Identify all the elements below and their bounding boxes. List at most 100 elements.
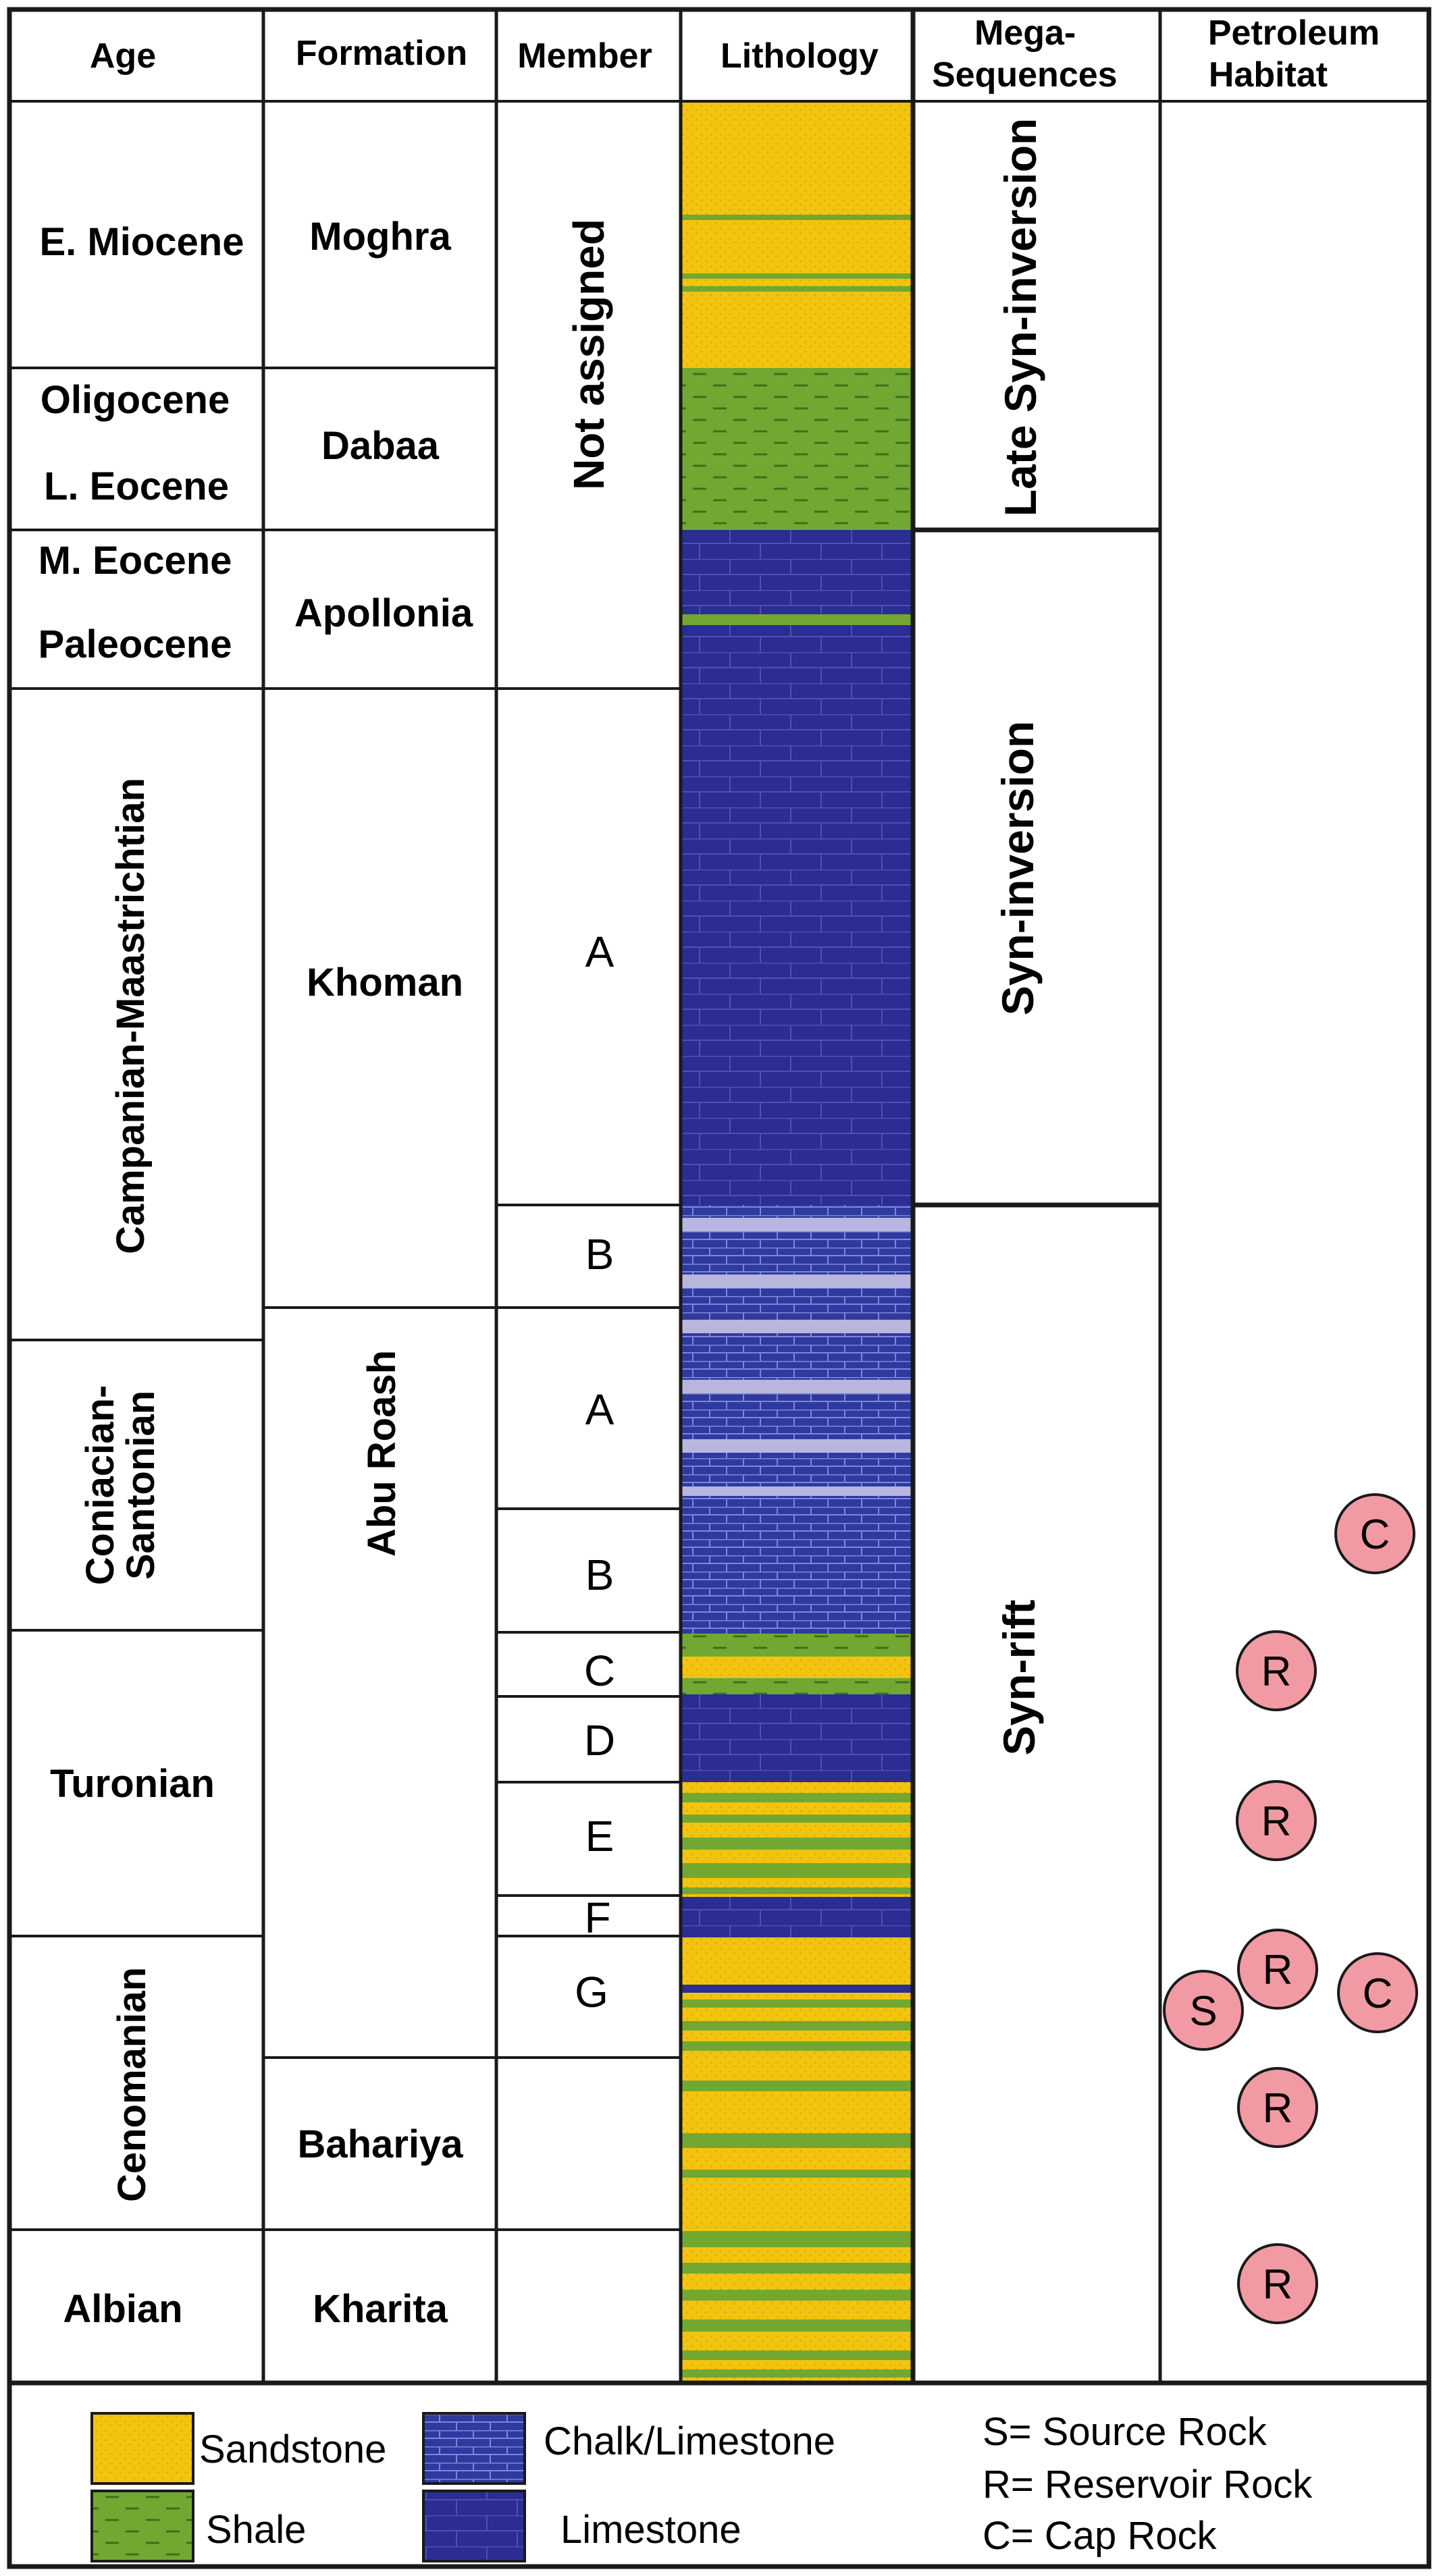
legend-source-rock: S= Source Rock — [983, 2410, 1268, 2454]
age-column: E. Miocene Oligocene L. Eocene M. Eocene… — [38, 220, 244, 2331]
habitat-marker-reservoir-rock: R — [1237, 2243, 1318, 2324]
litho-shale-stringer — [682, 614, 912, 625]
header-mega-line2: Sequences — [932, 55, 1118, 95]
legend-item-sandstone: Sandstone — [90, 2412, 386, 2485]
svg-text:R: R — [1263, 2085, 1293, 2132]
header-lithology: Lithology — [721, 36, 879, 76]
member-abu-roash-f: F — [584, 1894, 610, 1942]
legend-swatch-chalk-limestone — [422, 2412, 526, 2485]
legend-item-limestone: Limestone — [422, 2490, 741, 2562]
litho-shale — [682, 1678, 912, 1694]
legend-item-shale: Shale — [90, 2490, 306, 2562]
legend-swatch-limestone — [422, 2490, 526, 2562]
age-paleocene: Paleocene — [38, 622, 232, 666]
litho-chalk-band — [682, 1486, 912, 1496]
header-formation: Formation — [296, 34, 467, 73]
table-grid — [7, 7, 1432, 2569]
age-cenomanian: Cenomanian — [110, 1967, 154, 2202]
svg-text:R: R — [1263, 1947, 1293, 1993]
legend-swatch-sandstone — [90, 2412, 194, 2485]
petroleum-habitat-column: C R R S R C R R — [1163, 1493, 1418, 2324]
formation-apollonia: Apollonia — [294, 591, 473, 635]
svg-text:R: R — [1263, 2261, 1293, 2308]
litho-limestone — [682, 530, 912, 1205]
svg-text:S: S — [1189, 1988, 1217, 2035]
litho-chalk-band — [682, 1274, 912, 1288]
litho-chalk-band — [682, 1380, 912, 1393]
member-abu-roash-d: D — [584, 1716, 615, 1765]
habitat-marker-cap-rock: C — [1337, 1952, 1418, 2033]
age-turonian: Turonian — [50, 1762, 215, 1806]
legend-label-chalk-limestone: Chalk/Limestone — [544, 2419, 835, 2463]
litho-shale-stringer — [682, 273, 912, 279]
litho-shale — [682, 1634, 912, 1657]
svg-text:R: R — [1261, 1648, 1292, 1695]
legend-label-limestone: Limestone — [560, 2508, 741, 2552]
table-header: Age Formation Member Lithology Mega- Seq… — [90, 14, 1380, 95]
mega-sequence-column: Late Syn-inversion Syn-inversion Syn-rif… — [993, 118, 1045, 1756]
litho-interbedded-sand-shale — [682, 2231, 912, 2383]
legend-cap-rock: C= Cap Rock — [983, 2514, 1218, 2558]
header-mega-line1: Mega- — [974, 14, 1076, 53]
age-campanian-maastrichtian: Campanian-Maastrichtian — [109, 778, 153, 1254]
habitat-marker-reservoir-rock: R — [1237, 1929, 1318, 2010]
litho-chalk-limestone — [682, 1205, 912, 1634]
mega-late-syn-inversion: Late Syn-inversion — [995, 118, 1045, 517]
formation-abu-roash: Abu Roash — [360, 1350, 404, 1557]
habitat-marker-reservoir-rock: R — [1236, 1630, 1317, 1711]
legend-item-chalk-limestone: Chalk/Limestone — [422, 2412, 835, 2485]
age-santonian: Santonian — [119, 1391, 163, 1580]
formation-moghra: Moghra — [309, 215, 451, 259]
formation-bahariya: Bahariya — [297, 2122, 463, 2166]
formation-column: Moghra Dabaa Apollonia Khoman Abu Roash … — [294, 215, 473, 2331]
litho-chalk-band — [682, 1439, 912, 1453]
litho-chalk-band — [682, 1320, 912, 1333]
member-abu-roash-e: E — [585, 1812, 615, 1860]
svg-text:C: C — [1360, 1511, 1390, 1558]
header-member: Member — [517, 36, 652, 76]
legend-swatch-shale — [90, 2490, 194, 2562]
litho-sandstone — [682, 101, 912, 368]
member-abu-roash-b: B — [585, 1551, 615, 1599]
member-abu-roash-g: G — [575, 1968, 608, 2016]
legend-reservoir-rock: R= Reservoir Rock — [983, 2463, 1313, 2506]
litho-interbedded-sand-shale — [682, 1937, 912, 2059]
litho-sandstone — [682, 1657, 912, 1678]
litho-chalk-band — [682, 1218, 912, 1231]
age-albian: Albian — [63, 2287, 182, 2331]
member-column: Not assigned A B A B C D E F G — [565, 219, 615, 2016]
lithology-column — [682, 101, 912, 2383]
litho-interbedded-sand-shale — [682, 2059, 912, 2231]
habitat-marker-source-rock: S — [1163, 1970, 1244, 2051]
member-khoman-b: B — [585, 1230, 615, 1279]
member-khoman-a: A — [585, 928, 615, 976]
legend: Sandstone Shale Chalk/Limestone Limeston… — [90, 2410, 1313, 2562]
habitat-marker-reservoir-rock: R — [1237, 2067, 1318, 2148]
formation-khoman: Khoman — [307, 961, 463, 1004]
habitat-marker-reservoir-rock: R — [1236, 1780, 1317, 1861]
header-petro-line1: Petroleum — [1208, 14, 1380, 53]
formation-dabaa: Dabaa — [321, 424, 440, 468]
age-coniacian: Coniacian- — [78, 1385, 122, 1586]
litho-shale-stringer — [682, 215, 912, 220]
age-oligocene: Oligocene — [41, 378, 230, 422]
age-e-miocene: E. Miocene — [40, 220, 244, 264]
mega-syn-rift: Syn-rift — [994, 1599, 1044, 1755]
header-age: Age — [90, 36, 156, 76]
formation-kharita: Kharita — [313, 2287, 448, 2331]
svg-text:R: R — [1261, 1798, 1292, 1845]
age-l-eocene: L. Eocene — [44, 464, 229, 508]
litho-shale — [682, 368, 912, 530]
litho-limestone — [682, 1897, 912, 1937]
member-abu-roash-a: A — [585, 1385, 615, 1434]
litho-limestone — [682, 1694, 912, 1782]
legend-label-sandstone: Sandstone — [199, 2427, 386, 2471]
age-m-eocene: M. Eocene — [38, 539, 232, 583]
member-not-assigned: Not assigned — [565, 219, 613, 490]
litho-interbedded-sand-shale — [682, 1782, 912, 1897]
litho-shale-stringer — [682, 286, 912, 292]
header-petro-line2: Habitat — [1209, 55, 1328, 95]
legend-label-shale: Shale — [206, 2508, 306, 2552]
mega-syn-inversion: Syn-inversion — [993, 721, 1043, 1015]
